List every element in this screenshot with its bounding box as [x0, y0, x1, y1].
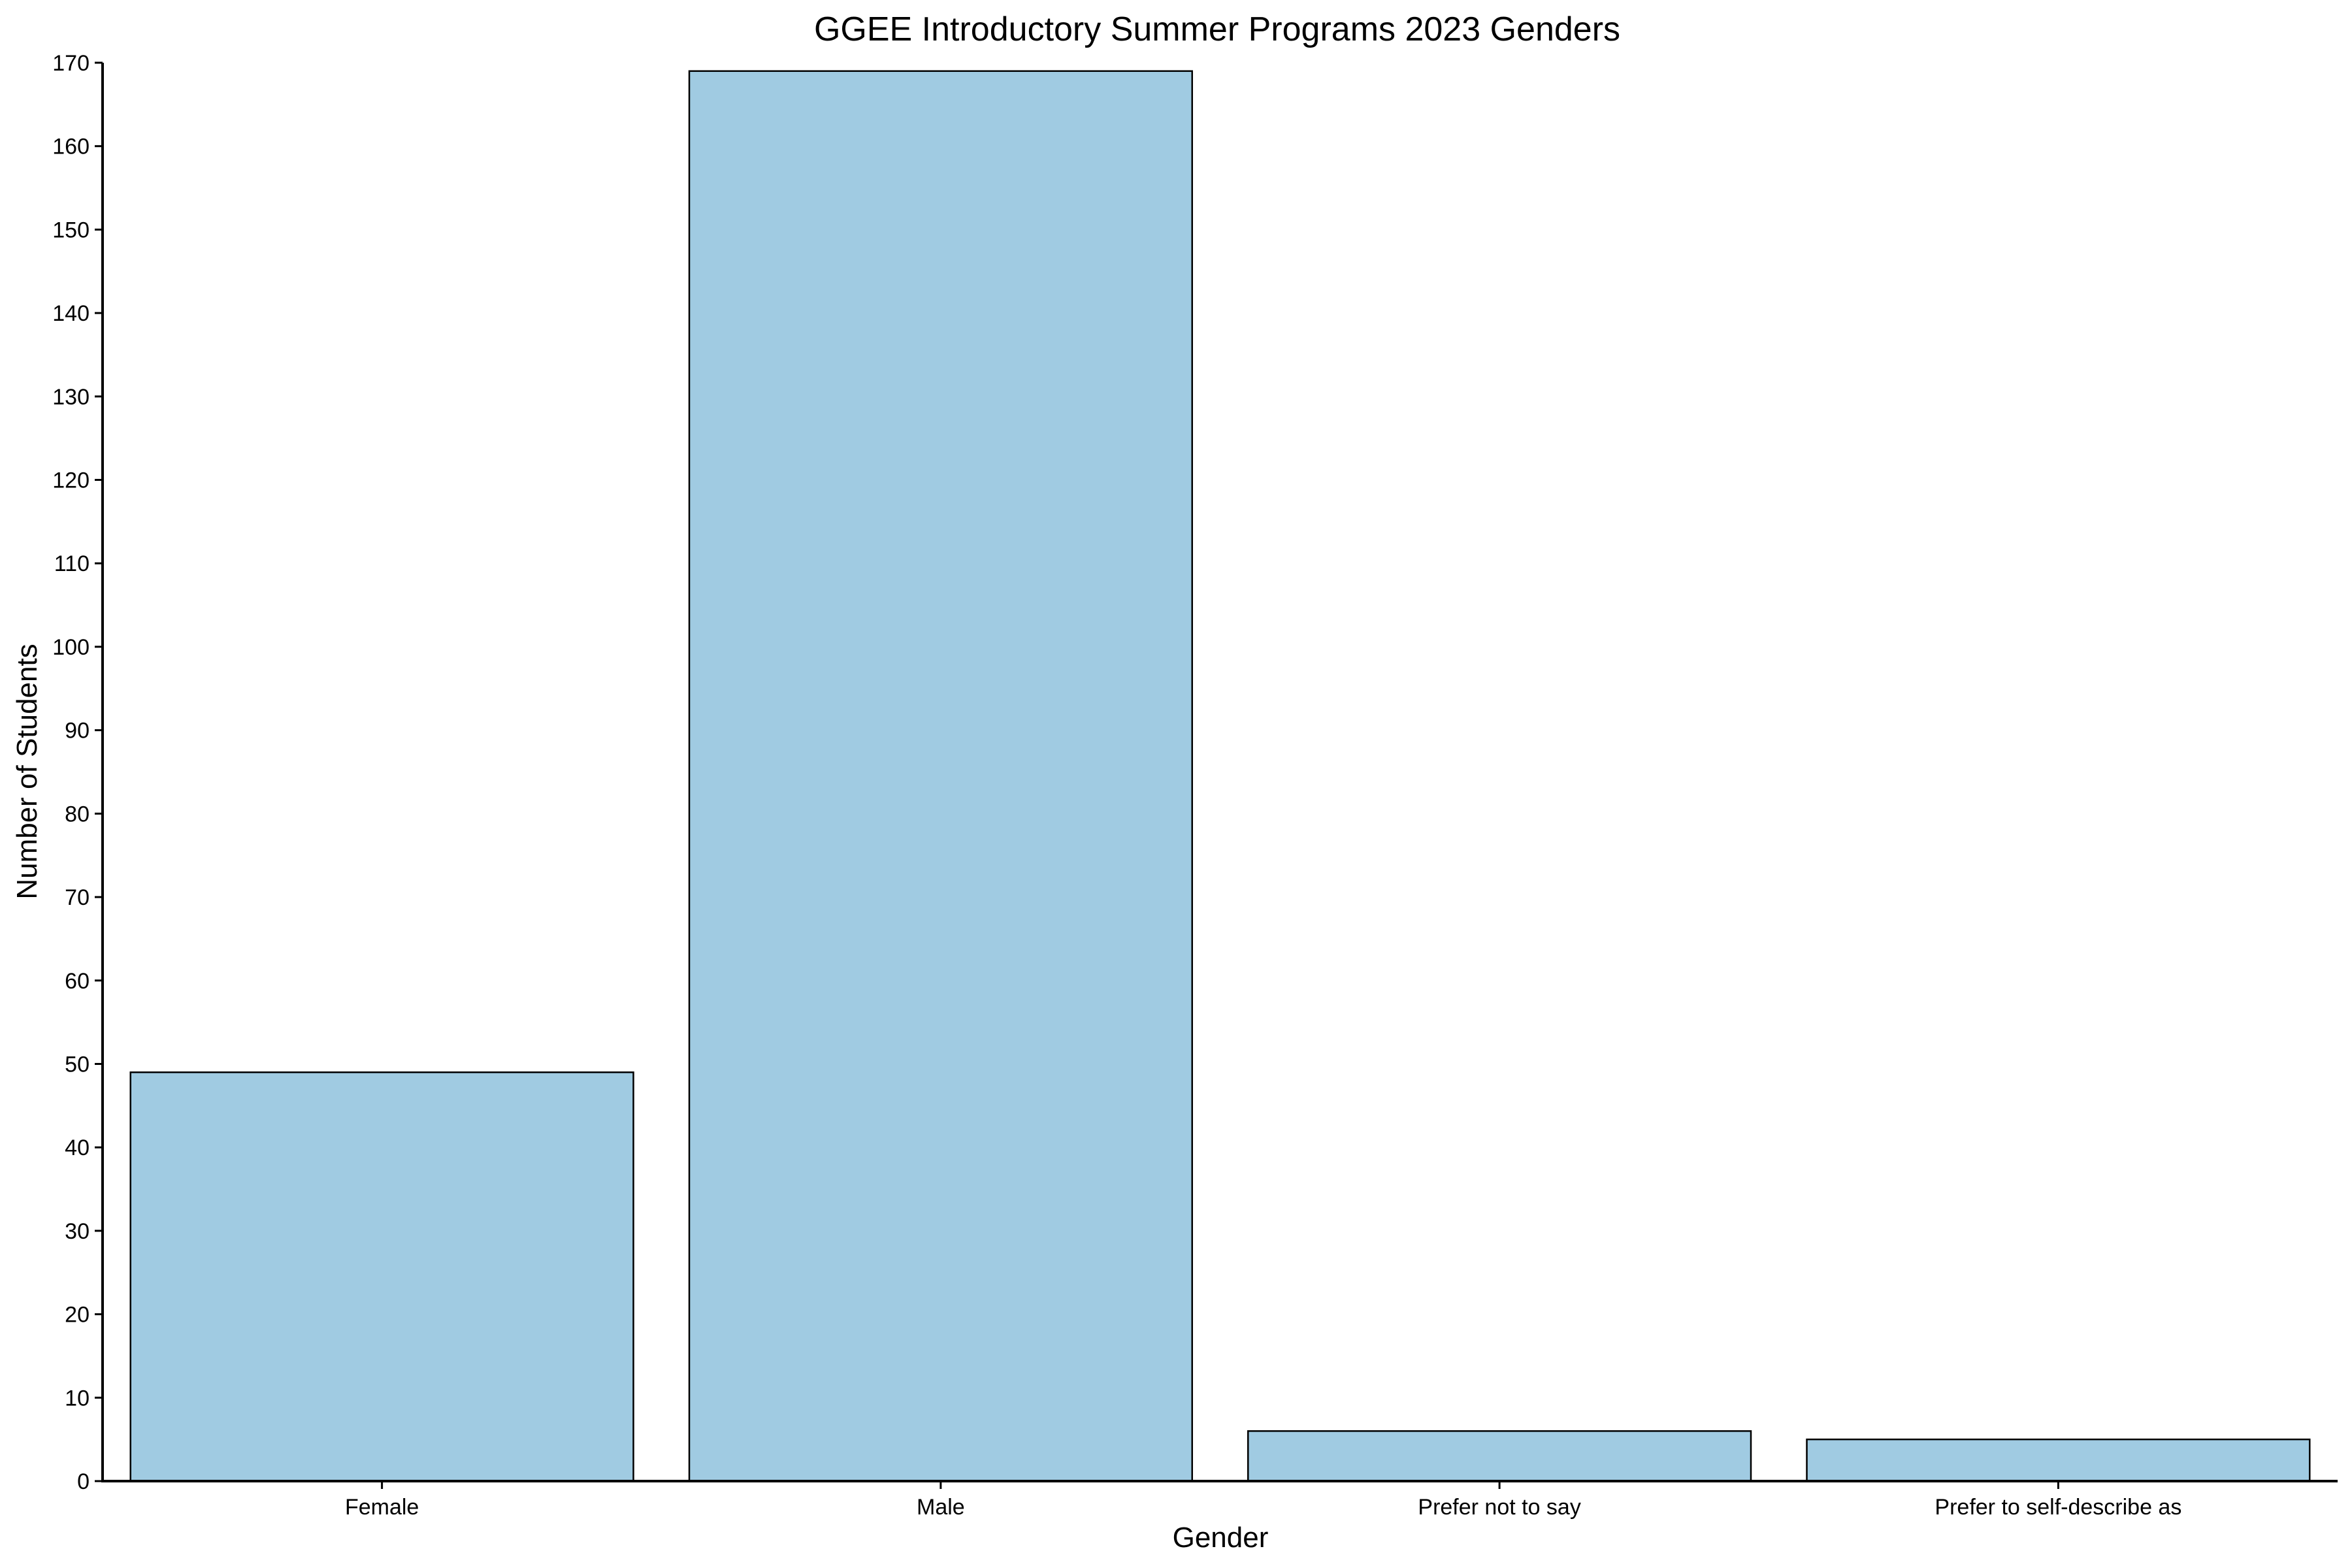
y-tick-label: 80 [65, 802, 90, 826]
y-tick-label: 160 [52, 135, 90, 159]
y-axis-label: Number of Students [11, 644, 43, 899]
bar-prefer-to-self-describe-as [1806, 1438, 2311, 1482]
y-axis-ticks: 0 10 20 30 40 50 60 70 80 90 100 110 120 130 140 150 160… [52, 51, 103, 1494]
y-tick-label: 50 [65, 1052, 90, 1077]
bar-female [129, 1071, 634, 1482]
y-tick-label: 30 [65, 1219, 90, 1244]
x-axis-ticks: Female Male Prefer not to say Prefer to sel… [345, 1481, 2181, 1520]
y-tick-label: 130 [52, 385, 90, 410]
x-tick-label: Prefer not to say [1418, 1495, 1580, 1520]
y-tick-label: 40 [65, 1135, 90, 1160]
y-tick-label: 120 [52, 468, 90, 493]
x-tick-label: Prefer to self-describe as [1935, 1495, 2181, 1520]
bars-group [129, 70, 2311, 1482]
y-tick-label: 140 [52, 301, 90, 326]
y-tick-label: 100 [52, 635, 90, 660]
y-tick-label: 0 [77, 1469, 90, 1494]
chart-title: GGEE Introductory Summer Programs 2023 G… [814, 10, 1620, 48]
y-tick-label: 150 [52, 218, 90, 242]
y-tick-label: 60 [65, 969, 90, 994]
x-axis-label: Gender [1173, 1522, 1269, 1554]
y-tick-label: 20 [65, 1303, 90, 1328]
y-tick-label: 10 [65, 1386, 90, 1411]
y-tick-label: 170 [52, 51, 90, 76]
x-tick-label: Female [345, 1495, 419, 1520]
bar-prefer-not-to-say [1247, 1430, 1752, 1482]
x-tick-label: Male [917, 1495, 965, 1520]
y-tick-label: 110 [54, 551, 90, 576]
bar-male [688, 70, 1193, 1482]
y-tick-label: 90 [65, 719, 90, 743]
y-tick-label: 70 [65, 885, 90, 910]
